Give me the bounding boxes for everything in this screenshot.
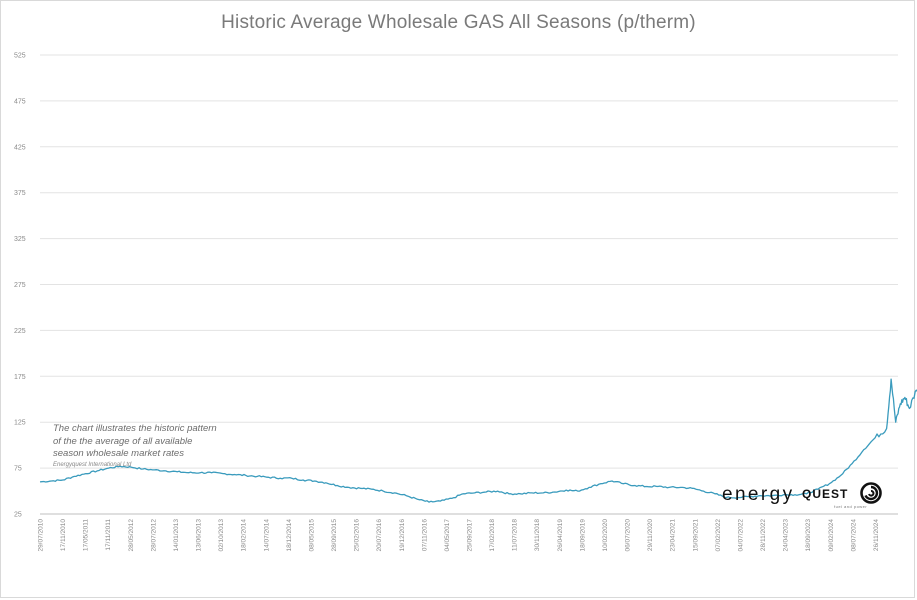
x-tick-label: 15/09/2021	[692, 519, 699, 552]
logo-tagline: fuel and power	[834, 504, 868, 509]
x-tick-label: 19/12/2016	[399, 519, 406, 552]
x-tick-label: 20/07/2016	[376, 519, 383, 552]
annotation-line-2: of the the average of all available	[53, 435, 193, 447]
y-tick-label: 25	[14, 512, 22, 519]
x-tick-label: 07/11/2016	[421, 519, 428, 551]
annotation-line-1: The chart illustrates the historic patte…	[53, 423, 217, 434]
x-tick-label: 07/02/2022	[715, 519, 722, 552]
x-tick-label: 29/07/2010	[38, 519, 45, 552]
x-tick-label: 28/05/2012	[128, 519, 135, 552]
x-tick-label: 29/11/2020	[647, 519, 654, 551]
x-tick-label: 09/02/2024	[828, 519, 835, 552]
x-tick-label: 24/04/2023	[783, 519, 790, 552]
x-tick-label: 17/11/2010	[60, 519, 67, 551]
x-tick-label: 14/01/2013	[173, 519, 180, 552]
y-tick-label: 475	[14, 98, 26, 105]
x-tick-label: 28/09/2015	[331, 519, 338, 552]
y-tick-label: 425	[14, 144, 26, 151]
x-tick-label: 13/06/2013	[196, 519, 203, 552]
x-tick-label: 08/07/2024	[850, 519, 857, 552]
x-tick-label: 26/11/2024	[873, 519, 880, 551]
x-tick-label: 25/02/2016	[354, 519, 361, 552]
x-tick-label: 26/04/2019	[557, 519, 564, 552]
energyquest-logo: energy QUEST fuel and power	[722, 482, 882, 514]
annotation-line-3: season wholesale market rates	[53, 448, 184, 459]
x-tick-label: 25/09/2017	[467, 519, 474, 552]
x-tick-label: 28/07/2012	[150, 519, 157, 552]
x-tick-label: 18/02/2014	[241, 519, 248, 552]
x-tick-label: 30/11/2018	[534, 519, 541, 551]
y-tick-label: 525	[14, 53, 26, 60]
logo-swirl-icon	[860, 482, 882, 504]
chart-title: Historic Average Wholesale GAS All Seaso…	[221, 12, 696, 33]
y-tick-label: 325	[14, 236, 26, 243]
series-line	[39, 378, 917, 503]
x-tick-label: 10/02/2020	[602, 519, 609, 552]
x-tick-label: 17/05/2011	[83, 519, 90, 551]
y-tick-label: 375	[14, 190, 26, 197]
logo-word-quest: QUEST	[802, 487, 849, 501]
y-tick-label: 75	[14, 466, 22, 473]
x-tick-label: 17/11/2011	[105, 519, 112, 551]
x-tick-label: 14/07/2014	[263, 519, 270, 552]
x-tick-label: 11/07/2018	[512, 519, 519, 551]
logo-word-energy: energy	[722, 484, 795, 505]
y-tick-label: 225	[14, 328, 26, 335]
x-tick-label: 02/10/2013	[218, 519, 225, 552]
x-tick-label: 18/12/2014	[286, 519, 293, 552]
x-tick-label: 04/05/2017	[444, 519, 451, 552]
x-tick-label: 18/09/2019	[579, 519, 586, 552]
y-tick-label: 175	[14, 374, 26, 381]
x-tick-label: 28/11/2022	[760, 519, 767, 551]
chart-annotation: The chart illustrates the historic patte…	[53, 423, 303, 470]
y-tick-label: 125	[14, 420, 26, 427]
y-axis-ticks: 525 475 425 375 325 275 225 175 125 75 25	[14, 53, 26, 519]
x-tick-label: 06/07/2020	[625, 519, 632, 552]
x-tick-label: 17/02/2018	[489, 519, 496, 552]
x-tick-label: 08/05/2015	[308, 519, 315, 552]
x-tick-label: 04/07/2022	[737, 519, 744, 552]
y-tick-label: 275	[14, 282, 26, 289]
x-tick-label: 18/09/2023	[805, 519, 812, 552]
x-tick-label: 23/04/2021	[670, 519, 677, 552]
annotation-copyright: Energyquest International Ltd	[53, 461, 132, 468]
x-axis-ticks: 29/07/2010 17/11/2010 17/05/2011 17/11/2011…	[38, 519, 880, 552]
